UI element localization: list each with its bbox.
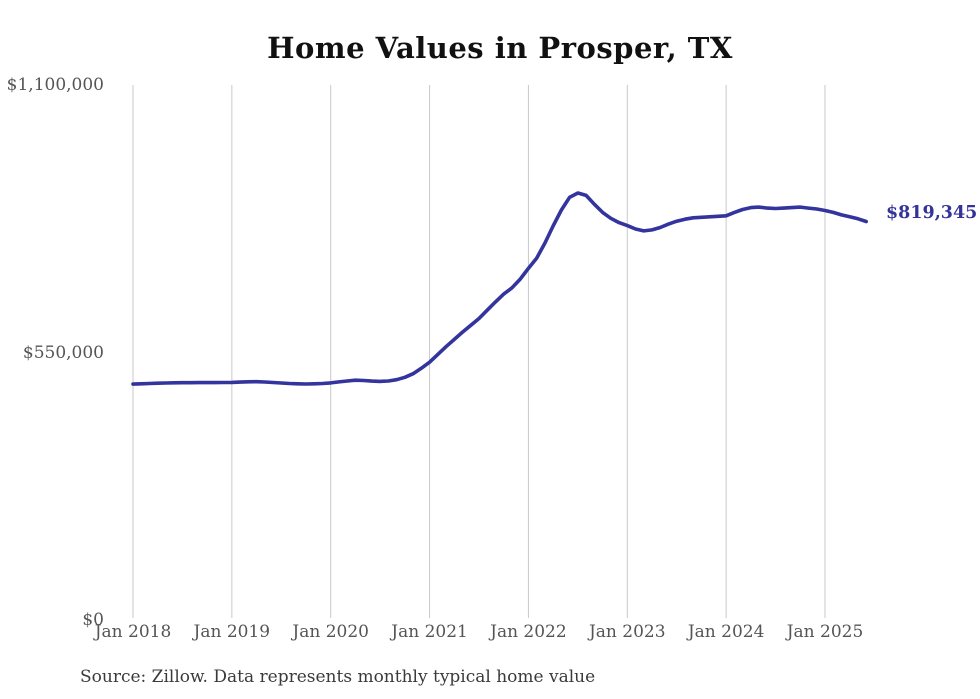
gridlines: [132, 85, 826, 618]
x-tick-label: Jan 2021: [391, 622, 468, 642]
x-tick-label: Jan 2023: [588, 622, 666, 642]
x-tick-label: Jan 2025: [786, 622, 864, 642]
x-tick-label: Jan 2022: [490, 622, 567, 642]
x-tick-label: Jan 2018: [94, 622, 172, 642]
y-tick-label: $1,100,000: [6, 75, 104, 95]
latest-value-label: $819,345: [886, 203, 978, 223]
y-tick-label: $550,000: [22, 342, 104, 363]
home-value-line: [131, 191, 868, 386]
chart-title: Home Values in Prosper, TX: [267, 31, 733, 65]
x-tick-label: Jan 2024: [687, 622, 765, 642]
x-tick-label: Jan 2020: [292, 622, 369, 642]
source-note: Source: Zillow. Data represents monthly …: [80, 667, 596, 687]
x-tick-label: Jan 2019: [193, 622, 271, 642]
y-tick-label: $0: [82, 610, 104, 630]
